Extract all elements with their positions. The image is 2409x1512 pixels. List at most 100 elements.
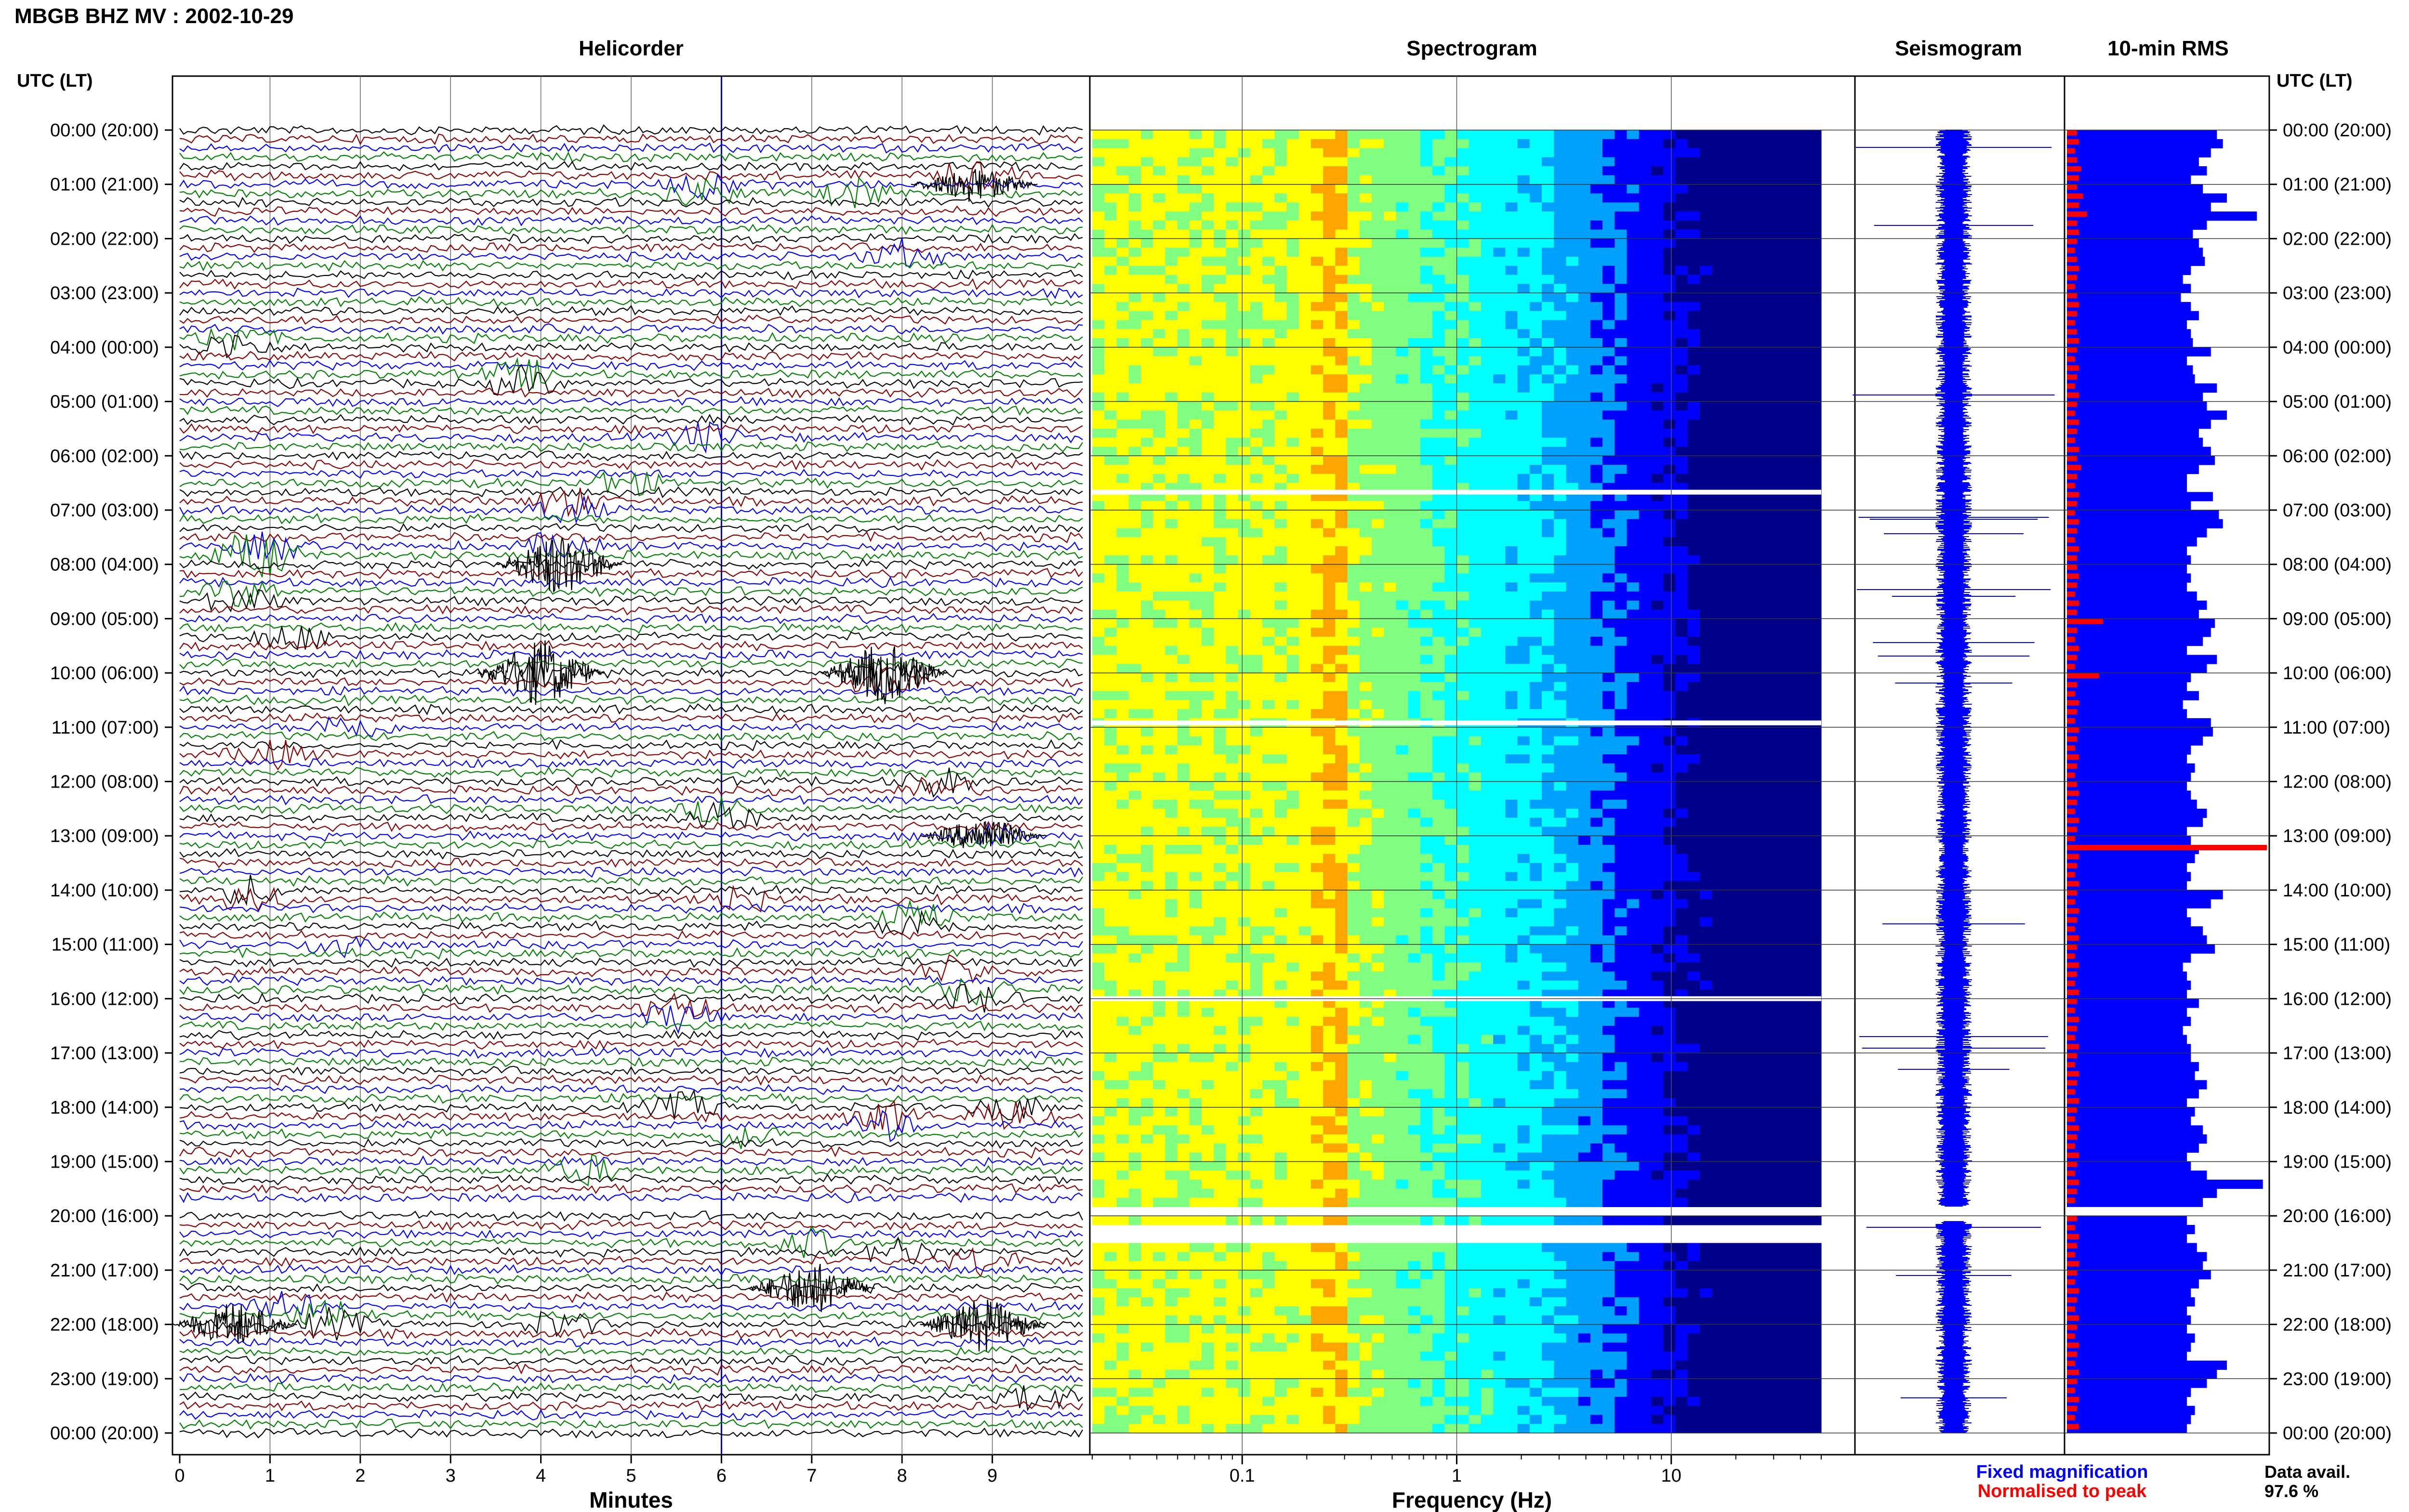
spectrogram-cell	[1554, 636, 1566, 646]
spectrogram-cell	[1298, 808, 1311, 818]
spectrogram-cell	[1104, 473, 1117, 484]
spectrogram-cell	[1785, 148, 1798, 158]
helicorder-trace	[179, 954, 1083, 984]
spectrogram-cell	[1566, 311, 1579, 321]
spectrogram-cell	[1238, 836, 1251, 845]
spectrogram-cell	[1724, 130, 1737, 140]
spectrogram-cell	[1602, 691, 1615, 701]
spectrogram-cell	[1286, 673, 1299, 683]
spectrogram-cell	[1201, 800, 1214, 809]
spectrogram-cell	[1384, 392, 1396, 402]
spectrogram-cell	[1420, 420, 1433, 429]
spectrogram-cell	[1627, 836, 1640, 845]
spectrogram-cell	[1663, 365, 1676, 375]
spectrogram-cell	[1797, 428, 1810, 438]
spectrogram-cell	[1602, 573, 1615, 583]
spectrogram-cell	[1456, 347, 1469, 357]
spectrogram-cell	[1396, 609, 1409, 619]
spectrogram-cell	[1359, 664, 1372, 673]
spectrogram-cell	[1748, 609, 1761, 619]
spectrogram-cell	[1432, 248, 1445, 257]
spectrogram-cell	[1396, 293, 1409, 302]
spectrogram-cell	[1274, 700, 1287, 710]
spectrogram-cell	[1481, 754, 1494, 764]
spectrogram-cell	[1153, 781, 1165, 791]
spectrogram-cell	[1663, 166, 1676, 176]
spectrogram-cell	[1165, 320, 1178, 329]
spectrogram-cell	[1286, 320, 1299, 329]
spectrogram-cell	[1201, 781, 1214, 791]
spectrogram-cell	[1408, 420, 1421, 429]
spectrogram-cell	[1359, 428, 1372, 438]
spectrogram-cell	[1396, 401, 1409, 411]
spectrogram-cell	[1116, 257, 1129, 266]
spectrogram-cell	[1104, 248, 1117, 257]
spectrogram-cell	[1310, 284, 1324, 293]
spectrogram-cell	[1809, 546, 1822, 556]
spectrogram-cell	[1566, 836, 1579, 845]
spectrogram-cell	[1104, 781, 1117, 791]
spectrogram-cell	[1359, 184, 1372, 194]
spectrogram-cell	[1092, 700, 1105, 710]
spectrogram-cell	[1444, 383, 1457, 393]
spectrogram-cell	[1189, 808, 1202, 818]
spectrogram-cell	[1675, 284, 1688, 293]
spectrogram-cell	[1809, 510, 1822, 520]
spectrogram-cell	[1566, 428, 1579, 438]
spectrogram-cell	[1566, 582, 1579, 592]
spectrogram-cell	[1104, 700, 1117, 710]
spectrogram-cell	[1481, 157, 1494, 167]
spectrogram-cell	[1116, 592, 1129, 601]
spectrogram-cell	[1165, 827, 1178, 836]
spectrogram-cell	[1347, 257, 1360, 266]
spectrogram-cell	[1104, 166, 1117, 176]
spectrogram-cell	[1226, 709, 1239, 719]
spectrogram-cell	[1250, 211, 1263, 221]
spectrogram-cell	[1298, 854, 1311, 864]
spectrogram-cell	[1189, 202, 1202, 212]
spectrogram-cell	[1420, 465, 1433, 474]
spectrogram-cell	[1493, 383, 1506, 393]
spectrogram-cell	[1128, 347, 1141, 357]
spectrogram-cell	[1384, 537, 1396, 547]
spectrogram-cell	[1323, 447, 1336, 456]
spectrogram-cell	[1760, 175, 1773, 185]
spectrogram-cell	[1140, 546, 1153, 556]
spectrogram-cell	[1627, 202, 1640, 212]
spectrogram-cell	[1554, 501, 1566, 511]
spectrogram-cell	[1590, 193, 1603, 203]
spectrogram-cell	[1687, 238, 1700, 248]
spectrogram-cell	[1092, 790, 1105, 800]
spectrogram-cell	[1189, 428, 1202, 438]
spectrogram-cell	[1335, 628, 1348, 637]
spectrogram-cell	[1736, 248, 1749, 257]
spectrogram-cell	[1663, 709, 1676, 719]
spectrogram-cell	[1165, 618, 1178, 628]
helicorder-trace	[179, 658, 1083, 670]
spectrogram-cell	[1651, 664, 1664, 673]
spectrogram-cell	[1699, 420, 1712, 429]
spectrogram-cell	[1384, 220, 1396, 230]
spectrogram-cell	[1298, 564, 1311, 574]
spectrogram-cell	[1590, 655, 1603, 664]
spectrogram-cell	[1675, 139, 1688, 149]
spectrogram-cell	[1675, 148, 1688, 158]
spectrogram-cell	[1092, 329, 1105, 339]
spectrogram-cell	[1517, 293, 1530, 302]
helicorder-trace	[179, 884, 1083, 913]
spectrogram-cell	[1238, 473, 1251, 484]
spectrogram-cell	[1226, 302, 1239, 312]
helicorder-trace	[179, 1363, 1083, 1376]
spectrogram-cell	[1493, 673, 1506, 683]
helicorder-trace	[179, 133, 1083, 145]
spectrogram-cell	[1639, 229, 1652, 239]
spectrogram-cell	[1128, 745, 1141, 755]
spectrogram-cell	[1663, 519, 1676, 529]
spectrogram-cell	[1529, 428, 1542, 438]
spectrogram-cell	[1408, 347, 1421, 357]
spectrogram-cell	[1177, 609, 1190, 619]
spectrogram-cell	[1481, 636, 1494, 646]
spectrogram-cell	[1809, 727, 1822, 737]
spectrogram-cell	[1529, 763, 1542, 773]
spectrogram-cell	[1274, 392, 1287, 402]
